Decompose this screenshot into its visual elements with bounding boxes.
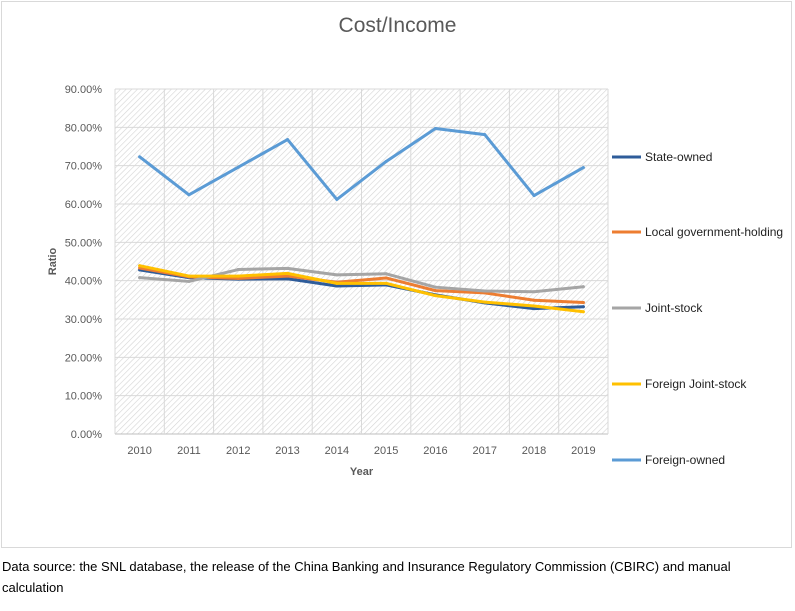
data-point	[286, 138, 290, 142]
x-axis-title: Year	[350, 466, 374, 478]
series-foreign-owned	[138, 126, 585, 201]
data-point	[532, 298, 536, 302]
x-tick-label: 2013	[275, 445, 299, 457]
data-point	[384, 276, 388, 280]
data-point	[532, 290, 536, 294]
x-tick-label: 2010	[127, 445, 151, 457]
data-point	[335, 284, 339, 288]
data-point	[433, 285, 437, 289]
legend-label: Foreign Joint-stock	[645, 377, 747, 391]
data-point	[286, 266, 290, 270]
y-tick-label: 40.00%	[65, 276, 103, 288]
legend-item: Foreign Joint-stock	[612, 377, 747, 391]
data-point	[581, 301, 585, 305]
data-point	[187, 279, 191, 283]
data-point	[236, 165, 240, 169]
y-tick-label: 30.00%	[65, 314, 103, 326]
series-foreign-joint-stock	[138, 264, 585, 314]
chart-title: Cost/Income	[338, 14, 457, 37]
line-chart: 0.00% 10.00% 20.00% 30.00% 40.00% 50.00% 60.00…	[47, 84, 783, 478]
data-point	[236, 274, 240, 278]
data-point	[581, 310, 585, 314]
x-tick-label: 2015	[374, 445, 398, 457]
y-axis-title: Ratio	[47, 247, 59, 275]
data-point	[483, 300, 487, 304]
data-point	[138, 276, 142, 280]
series-line	[138, 264, 585, 314]
legend-label: Foreign-owned	[645, 453, 725, 467]
data-point	[236, 276, 240, 280]
y-tick-label: 0.00%	[71, 429, 102, 441]
data-point	[286, 274, 290, 278]
y-tick-label: 10.00%	[65, 391, 103, 403]
y-tick-label: 20.00%	[65, 352, 103, 364]
data-point	[384, 281, 388, 285]
legend: State-owned Local government-holding Joint…	[612, 150, 783, 467]
source-note: Data source: the SNL database, the relea…	[2, 559, 731, 595]
series-line	[138, 266, 585, 305]
data-point	[433, 294, 437, 298]
data-point	[335, 273, 339, 277]
x-tick-label: 2012	[226, 445, 250, 457]
legend-item: Foreign-owned	[612, 453, 725, 467]
data-point	[187, 274, 191, 278]
x-tick-label: 2019	[571, 445, 595, 457]
data-point	[335, 197, 339, 201]
data-point	[236, 268, 240, 272]
data-point	[138, 264, 142, 268]
data-point	[581, 285, 585, 289]
y-tick-label: 80.00%	[65, 122, 103, 134]
legend-item: Local government-holding	[612, 225, 783, 239]
data-point	[532, 194, 536, 198]
data-point	[532, 307, 536, 311]
data-point	[187, 193, 191, 197]
data-point	[532, 304, 536, 308]
data-point	[138, 155, 142, 159]
data-point	[433, 289, 437, 293]
y-tick-label: 90.00%	[65, 84, 103, 96]
data-point	[433, 126, 437, 130]
y-tick-label: 60.00%	[65, 199, 103, 211]
y-tick-label: 70.00%	[65, 161, 103, 173]
data-point	[384, 272, 388, 276]
axis-ticks: 0.00% 10.00% 20.00% 30.00% 40.00% 50.00% 60.00…	[65, 84, 596, 457]
data-point	[286, 271, 290, 275]
data-point	[286, 277, 290, 281]
data-point	[581, 166, 585, 170]
data-point	[483, 289, 487, 293]
x-tick-label: 2014	[325, 445, 349, 457]
x-tick-label: 2018	[522, 445, 546, 457]
legend-item: Joint-stock	[612, 301, 703, 315]
data-point	[581, 305, 585, 309]
legend-label: Joint-stock	[645, 301, 703, 315]
x-tick-label: 2011	[177, 445, 201, 457]
legend-item: State-owned	[612, 150, 712, 164]
data-point	[384, 159, 388, 163]
data-point	[335, 281, 339, 285]
y-tick-label: 50.00%	[65, 237, 103, 249]
legend-label: State-owned	[645, 150, 712, 164]
series-line	[138, 126, 585, 201]
series-lines	[138, 126, 585, 314]
legend-label: Local government-holding	[645, 225, 783, 239]
x-tick-label: 2017	[473, 445, 497, 457]
data-point	[483, 133, 487, 137]
x-tick-label: 2016	[423, 445, 447, 457]
